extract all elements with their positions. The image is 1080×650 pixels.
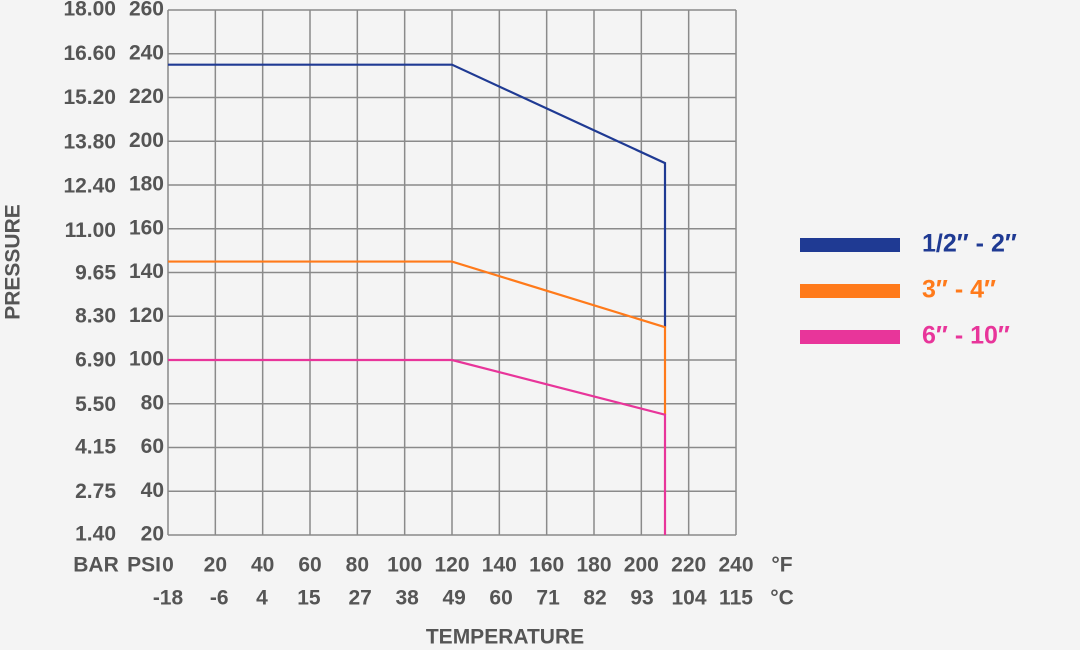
y2-tick-label: 18.00 [63,0,116,21]
legend-label: 6″ - 10″ [922,322,1010,350]
y-tick-label: 180 [129,173,164,196]
x-tick-label: 140 [482,554,517,577]
legend-label: 3″ - 4″ [922,276,996,304]
y2-tick-label: 8.30 [75,304,116,327]
y-tick-label: 140 [129,260,164,283]
legend-swatch [800,330,900,344]
y2-tick-label: 15.20 [63,86,116,109]
y-tick-label: 160 [129,216,164,239]
x-tick-label: 120 [434,554,469,577]
x-tick-label: 240 [718,554,753,577]
y-tick-label: 80 [141,391,164,414]
x-tick-label: 80 [346,554,369,577]
x-tick-label: 60 [298,554,321,577]
y-tick-label: 40 [141,479,164,502]
y2-tick-label: 6.90 [75,349,116,372]
x2-tick-label: 60 [489,587,512,610]
y-tick-label: 260 [129,0,164,21]
x2-tick-label: 15 [297,587,321,610]
y-tick-label: 200 [129,129,164,152]
x2-tick-label: 93 [630,587,653,610]
y2-tick-label: 9.65 [75,262,116,285]
y-tick-label: 100 [129,348,164,371]
x-tick-label: 0 [162,554,174,577]
x2-tick-label: 4 [256,587,268,610]
y2-tick-label: 2.75 [75,480,116,503]
y2-unit: BAR [73,554,119,577]
x-tick-label: 180 [576,554,611,577]
x-tick-label: 40 [251,554,274,577]
x2-tick-label: 82 [583,587,606,610]
y-tick-label: 120 [129,304,164,327]
legend-label: 1/2″ - 2″ [922,230,1017,258]
x2-tick-label: 38 [395,587,419,610]
series-line [168,63,667,328]
y2-tick-label: 11.00 [65,219,116,242]
legend-swatch [800,238,900,252]
y2-tick-label: 1.40 [75,523,116,546]
x2-tick-label: 49 [442,587,465,610]
x-tick-label: 100 [387,554,422,577]
y-tick-label: 20 [141,523,164,546]
x-tick-label: 220 [671,554,706,577]
y2-tick-label: 4.15 [75,436,116,459]
y2-tick-label: 13.80 [63,130,116,153]
y-unit: PSI [127,554,161,577]
x-tick-label: 20 [204,554,227,577]
x2-tick-label: 27 [349,587,372,610]
y-tick-label: 60 [141,435,164,458]
series-line [168,260,667,415]
y2-tick-label: 16.60 [63,42,116,65]
x2-tick-label: -18 [153,587,184,610]
x2-tick-label: 71 [536,587,560,610]
y2-tick-label: 5.50 [75,393,116,416]
y2-tick-label: 12.40 [63,175,116,198]
x-unit: °F [771,554,792,577]
y-tick-label: 240 [129,41,164,64]
x2-tick-label: -6 [210,587,229,610]
x2-tick-label: 104 [671,587,706,610]
x-tick-label: 160 [529,554,564,577]
y-tick-label: 220 [129,85,164,108]
y-axis-title: PRESSURE [2,204,25,320]
x2-tick-label: 115 [719,587,753,610]
series-line [168,358,667,535]
x-tick-label: 200 [624,554,659,577]
legend-swatch [800,284,900,298]
x-axis-title: TEMPERATURE [426,626,584,649]
x2-unit: °C [770,587,794,610]
